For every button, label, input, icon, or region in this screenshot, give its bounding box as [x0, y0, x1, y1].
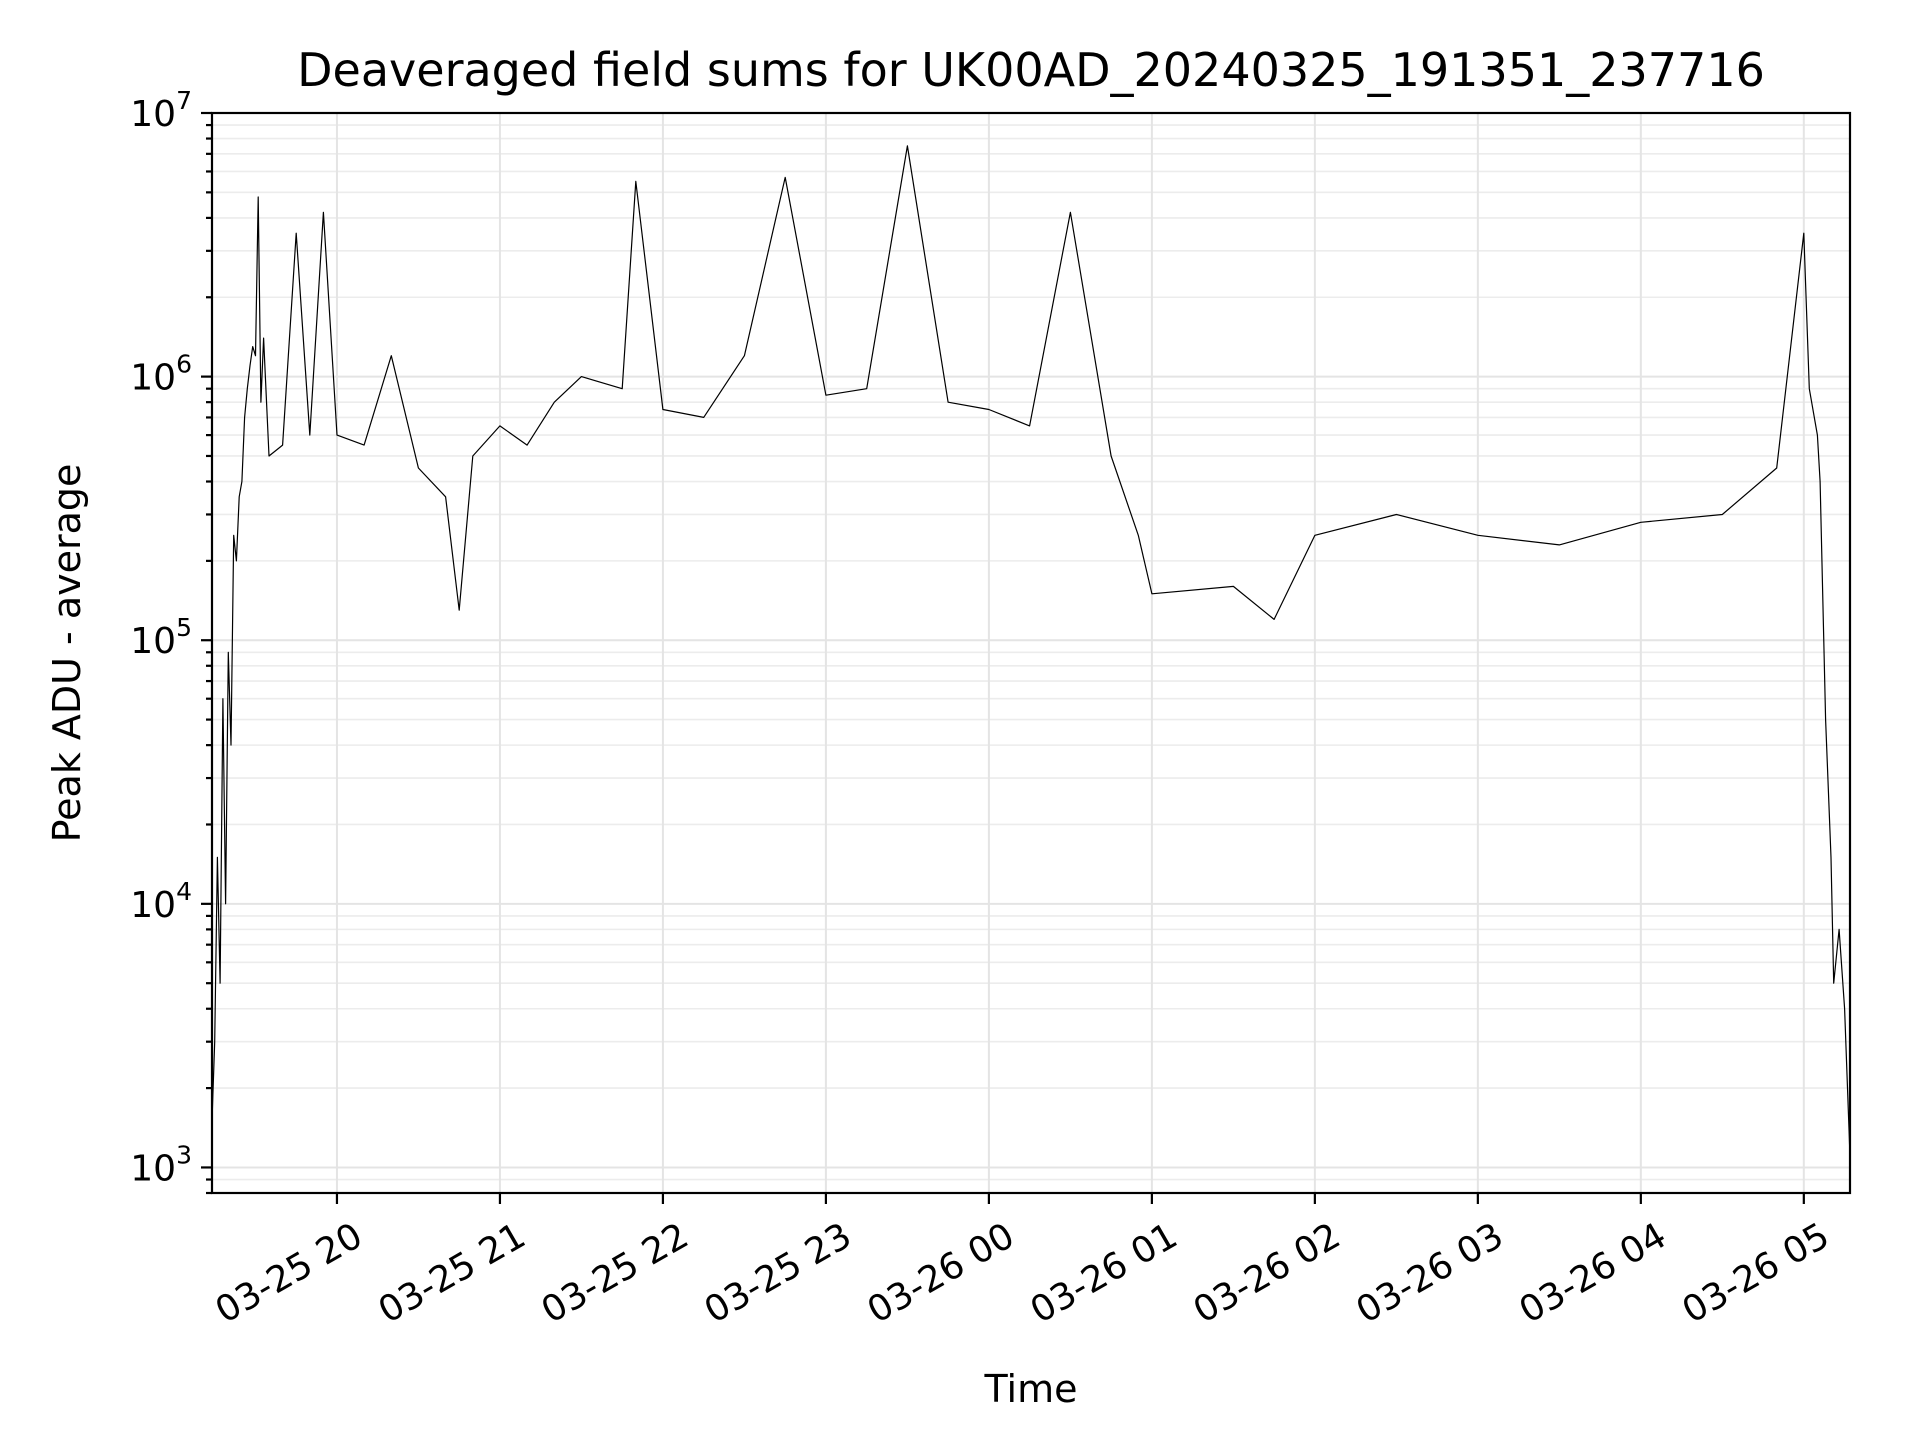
series-line: [211, 145, 1851, 1157]
y-tick-label: 105: [130, 613, 192, 662]
y-tick-label: 107: [130, 86, 192, 135]
grid: [212, 112, 1850, 1194]
y-axis: 103 104 105 106 107: [130, 86, 212, 1195]
y-tick-label: 106: [130, 350, 192, 399]
chart-title: Deaveraged field sums for UK00AD_2024032…: [297, 43, 1765, 97]
x-axis-label: Time: [984, 1367, 1078, 1411]
y-tick-label: 103: [130, 1140, 192, 1189]
y-axis-label: Peak ADU - average: [45, 464, 89, 843]
series: [211, 145, 1851, 1157]
y-tick-label: 104: [130, 877, 192, 926]
